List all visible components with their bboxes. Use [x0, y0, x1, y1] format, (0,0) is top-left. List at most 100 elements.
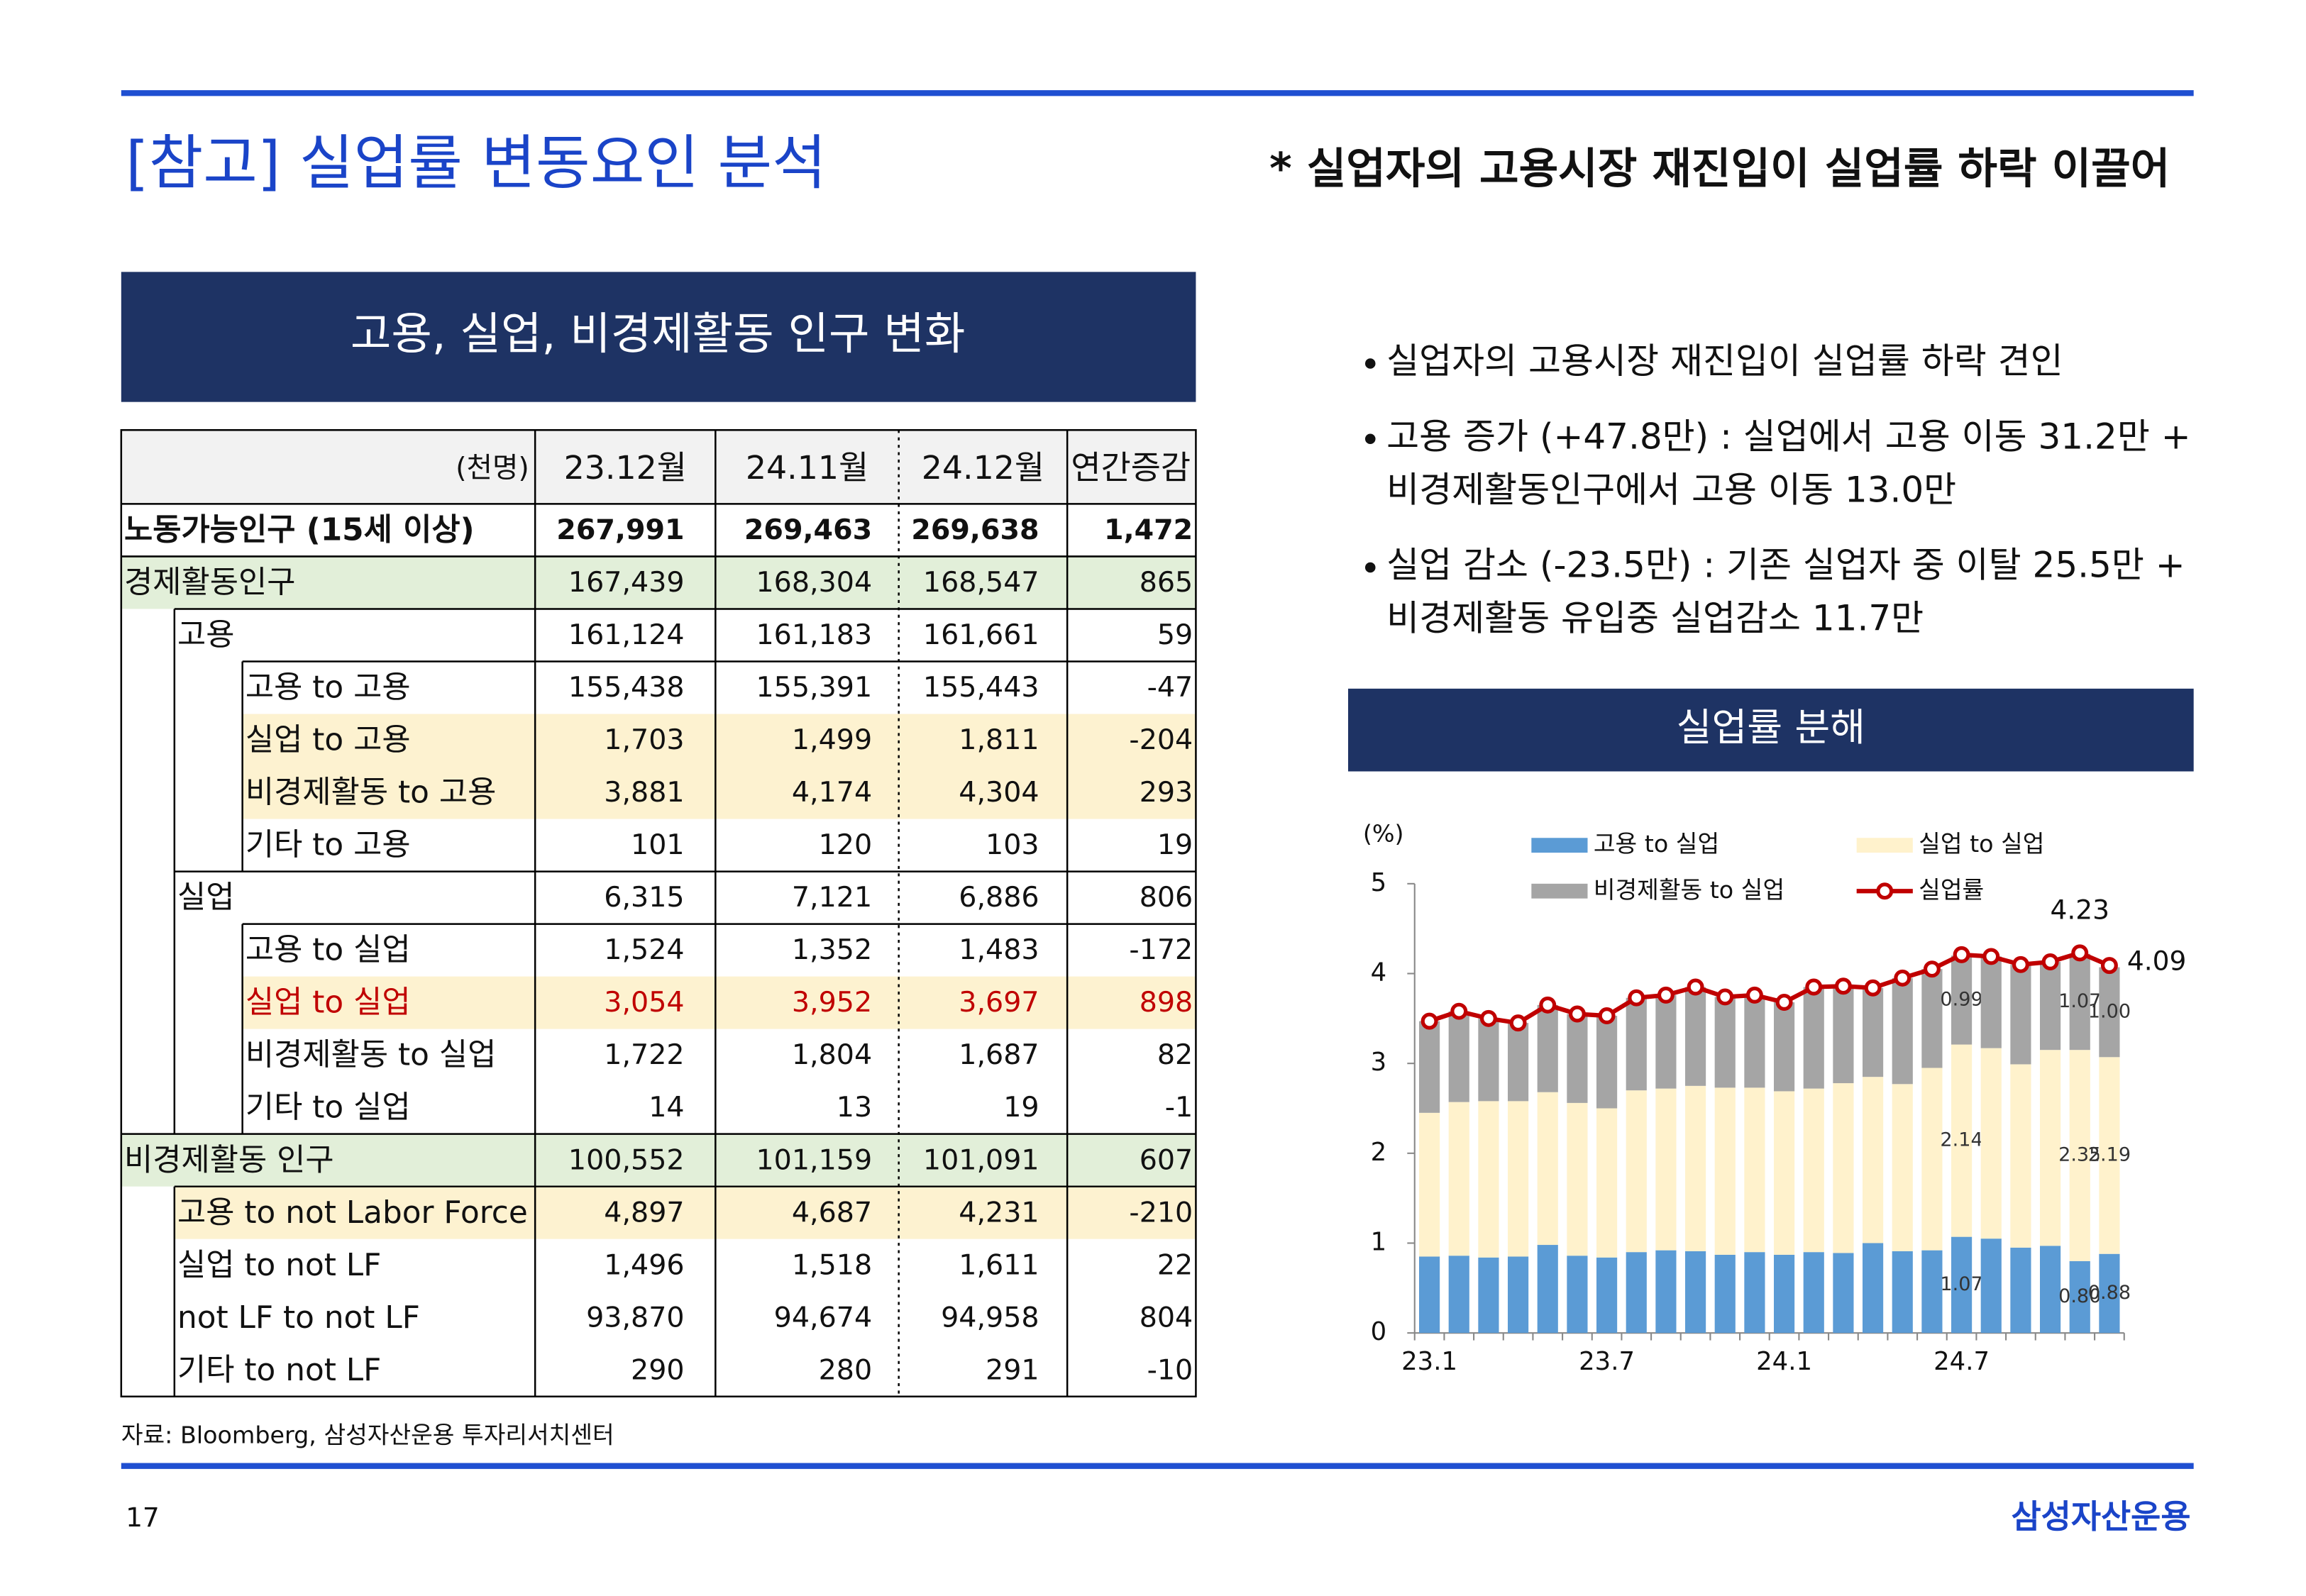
cell-value: 1,352 [792, 933, 872, 966]
bar-segment [1863, 987, 1884, 1077]
line-marker [1450, 1002, 1468, 1020]
row-label: 실업 [177, 880, 235, 916]
cell-value: 6,886 [959, 881, 1039, 914]
bar-segment [2069, 953, 2090, 1051]
bar-segment [2099, 1253, 2120, 1334]
value-label: 2.35 [2058, 1144, 2101, 1166]
line-marker [1953, 946, 1970, 963]
cell-value: 607 [1140, 1143, 1193, 1176]
cell-value: 168,547 [923, 566, 1039, 599]
bar-segment [1774, 1002, 1795, 1092]
bar-segment [1951, 1044, 1973, 1237]
bar-segment [1567, 1102, 1588, 1256]
bar-segment [1537, 1004, 1558, 1092]
row-label: 노동가능인구 (15세 이상) [124, 512, 475, 548]
line-marker [1775, 994, 1793, 1012]
cell-value: 168,304 [756, 566, 872, 599]
bar-segment [1508, 1256, 1529, 1334]
value-label: 1.07 [2058, 990, 2101, 1012]
cell-value: 1,518 [792, 1248, 872, 1281]
bar-segment [1567, 1256, 1588, 1334]
column-header: 24.11월 [746, 448, 868, 487]
row-label: not LF to not LF [177, 1299, 420, 1336]
cell-value: 155,391 [756, 671, 872, 704]
bar-segment [1478, 1257, 1499, 1334]
row-label: 실업 to not LF [177, 1247, 381, 1283]
bar-segment [1980, 1048, 2002, 1239]
bar-segment [1803, 987, 1824, 1089]
cell-value: 3,054 [604, 986, 684, 1019]
bar-segment [1921, 969, 1943, 1068]
line-marker [1745, 986, 1763, 1004]
cell-value: 3,881 [604, 776, 684, 809]
bar-segment [1655, 994, 1677, 1089]
bar-segment [1419, 1021, 1440, 1113]
row-label: 고용 to not Labor Force [177, 1195, 528, 1231]
legend-label: 실업률 [1919, 876, 1984, 904]
bar-segment [1478, 1018, 1499, 1102]
legend-swatch [1876, 882, 1894, 900]
line-marker [1420, 1012, 1438, 1030]
cell-value: 3,952 [792, 986, 872, 1019]
page-number: 17 [126, 1502, 160, 1533]
bullet-text: 실업자의 고용시장 재진입이 실업률 하락 견인 [1386, 340, 2063, 382]
cell-value: 100,552 [568, 1143, 685, 1176]
column-header: (천명) [456, 452, 529, 484]
line-marker [1687, 978, 1704, 996]
bullet-dot [1364, 358, 1376, 369]
bar-segment [1685, 987, 1706, 1086]
bar-segment [1892, 1084, 1913, 1251]
bar-segment [1892, 977, 1913, 1085]
bar-segment [2069, 1050, 2090, 1261]
bar-segment [1980, 1238, 2002, 1334]
cell-value: -204 [1129, 724, 1193, 756]
cell-value: 804 [1140, 1301, 1193, 1334]
bar-segment [2010, 1064, 2031, 1248]
bar-segment [1626, 997, 1647, 1091]
cell-value: 161,124 [568, 619, 685, 651]
cell-value: 806 [1140, 881, 1193, 914]
bar-segment [1921, 1068, 1943, 1251]
value-label: 4.09 [2127, 945, 2186, 976]
cell-value: 1,811 [959, 724, 1039, 756]
bar-segment [1685, 1085, 1706, 1251]
cell-value: 1,687 [959, 1038, 1039, 1071]
value-label: 0.80 [2058, 1285, 2101, 1307]
row-highlight [242, 714, 1196, 767]
value-label: 1.00 [2088, 1000, 2131, 1022]
cell-value: 93,870 [586, 1301, 685, 1334]
cell-value: -1 [1165, 1091, 1193, 1124]
chart: (%) 0 1 2 3 4 5 23.1 23.7 24.1 24.7 1.07 0.800.88 2.1… [1363, 820, 2187, 1376]
cell-value: 1,496 [604, 1248, 684, 1281]
line-marker [2041, 953, 2059, 971]
chart-title-box [1348, 688, 2194, 772]
cell-value: 1,611 [959, 1248, 1039, 1281]
line-marker [1598, 1007, 1616, 1025]
bar-segment [1596, 1257, 1618, 1334]
value-label: 4.23 [2051, 894, 2109, 926]
bullet-text: 비경제활동인구에서 고용 이동 13.0만 [1386, 469, 1956, 510]
bar-segment [1478, 1101, 1499, 1258]
y-tick-label: 5 [1371, 868, 1387, 897]
row-label: 고용 to 실업 [246, 932, 411, 968]
cell-value: 82 [1157, 1038, 1193, 1071]
cell-value: 3,697 [959, 986, 1039, 1019]
cell-value: 4,231 [959, 1196, 1039, 1229]
cell-value: 865 [1140, 566, 1193, 599]
y-tick-label: 4 [1371, 958, 1387, 987]
bar-segment [1951, 1236, 1973, 1334]
cell-value: 267,991 [556, 514, 684, 546]
bar-segment [1508, 1101, 1529, 1257]
line-marker [1539, 996, 1557, 1014]
cell-value: 94,958 [941, 1301, 1039, 1334]
brand: 삼성자산운용 [2012, 1497, 2191, 1536]
cell-value: 1,483 [959, 933, 1039, 966]
bar-segment [1833, 1083, 1854, 1253]
bar-segment [1537, 1092, 1558, 1246]
cell-value: 14 [649, 1091, 684, 1124]
cell-value: 1,499 [792, 724, 872, 756]
bullet-dot [1364, 562, 1376, 573]
